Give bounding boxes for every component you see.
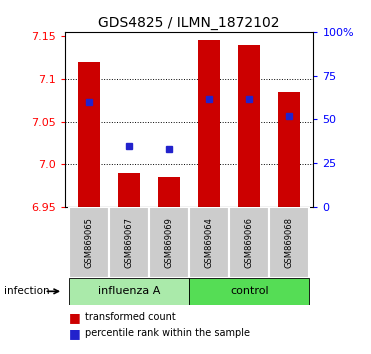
Text: control: control — [230, 286, 269, 296]
Bar — [69, 207, 109, 278]
Bar — [238, 45, 260, 207]
Text: GSM869069: GSM869069 — [165, 217, 174, 268]
Text: GSM869067: GSM869067 — [125, 217, 134, 268]
Text: ■: ■ — [69, 327, 81, 339]
Text: GSM869065: GSM869065 — [85, 217, 93, 268]
Text: GDS4825 / ILMN_1872102: GDS4825 / ILMN_1872102 — [98, 16, 280, 30]
Bar — [109, 207, 149, 278]
Text: GSM869068: GSM869068 — [285, 217, 294, 268]
Bar — [189, 207, 229, 278]
Text: GSM869066: GSM869066 — [245, 217, 254, 268]
Text: influenza A: influenza A — [98, 286, 160, 296]
Text: infection: infection — [4, 286, 49, 296]
Text: ■: ■ — [69, 311, 81, 324]
Text: GSM869064: GSM869064 — [205, 217, 214, 268]
Bar — [78, 62, 100, 207]
Bar — [229, 207, 269, 278]
Bar — [158, 177, 180, 207]
Bar — [118, 173, 140, 207]
Bar — [149, 207, 189, 278]
Bar — [278, 92, 301, 207]
Text: transformed count: transformed count — [85, 312, 176, 322]
Bar — [198, 40, 220, 207]
Text: percentile rank within the sample: percentile rank within the sample — [85, 328, 250, 338]
Bar — [69, 278, 189, 305]
Bar — [269, 207, 309, 278]
Bar — [189, 278, 309, 305]
